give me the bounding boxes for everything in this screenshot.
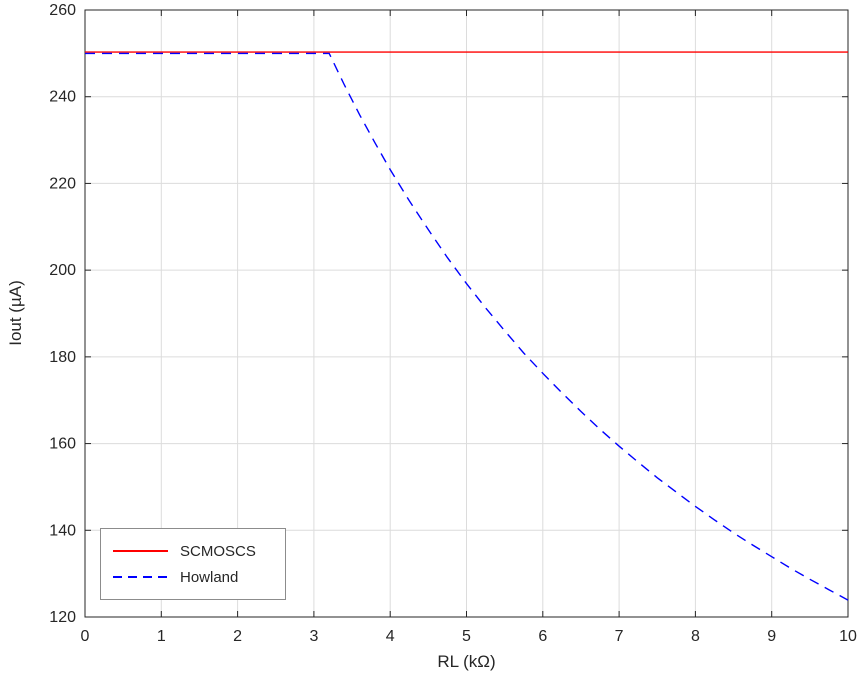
y-tick-label: 120 (49, 609, 76, 626)
legend-item-howland: Howland (113, 564, 273, 590)
legend-line-sample-scmoscs (113, 550, 168, 552)
y-tick-label: 260 (49, 2, 76, 19)
legend-label-howland: Howland (180, 568, 239, 586)
series-howland-line (85, 52, 849, 601)
y-tick-label: 160 (49, 436, 76, 453)
x-tick-label: 8 (691, 628, 700, 645)
x-tick-label: 0 (81, 628, 90, 645)
x-axis-label: RL (kΩ) (437, 652, 496, 671)
y-tick-label: 240 (49, 89, 76, 106)
y-tick-label: 220 (49, 175, 76, 192)
legend: SCMOSCS Howland (100, 528, 286, 600)
x-tick-label: 9 (767, 628, 776, 645)
x-tick-label: 10 (839, 628, 857, 645)
legend-line-sample-howland (113, 576, 168, 578)
x-tick-label: 4 (386, 628, 395, 645)
x-tick-label: 2 (233, 628, 242, 645)
y-tick-label: 180 (49, 349, 76, 366)
y-axis-label: Iout (µA) (6, 280, 25, 346)
x-tick-label: 6 (538, 628, 547, 645)
y-tick-label: 200 (49, 262, 76, 279)
legend-item-scmoscs: SCMOSCS (113, 538, 273, 564)
x-tick-label: 5 (462, 628, 471, 645)
legend-label-scmoscs: SCMOSCS (180, 542, 256, 560)
x-tick-label: 3 (309, 628, 318, 645)
x-tick-label: 1 (157, 628, 166, 645)
x-tick-label: 7 (615, 628, 624, 645)
y-tick-label: 140 (49, 522, 76, 539)
